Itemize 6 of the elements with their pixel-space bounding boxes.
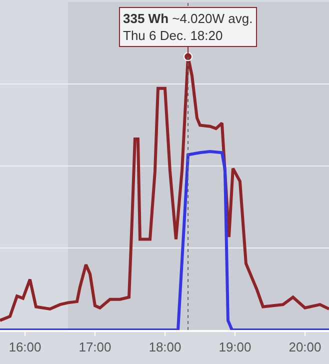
x-tick-label: 16:00 [8, 340, 42, 355]
annotation: 335 Wh ~4.020W avg. Thu 6 Dec. 18:20 [123, 11, 253, 43]
x-tick-label: 18:00 [148, 340, 182, 355]
x-tick-label: 19:00 [218, 340, 252, 355]
x-tick-label: 20:00 [288, 340, 322, 355]
x-tick-label: 17:00 [78, 340, 112, 355]
